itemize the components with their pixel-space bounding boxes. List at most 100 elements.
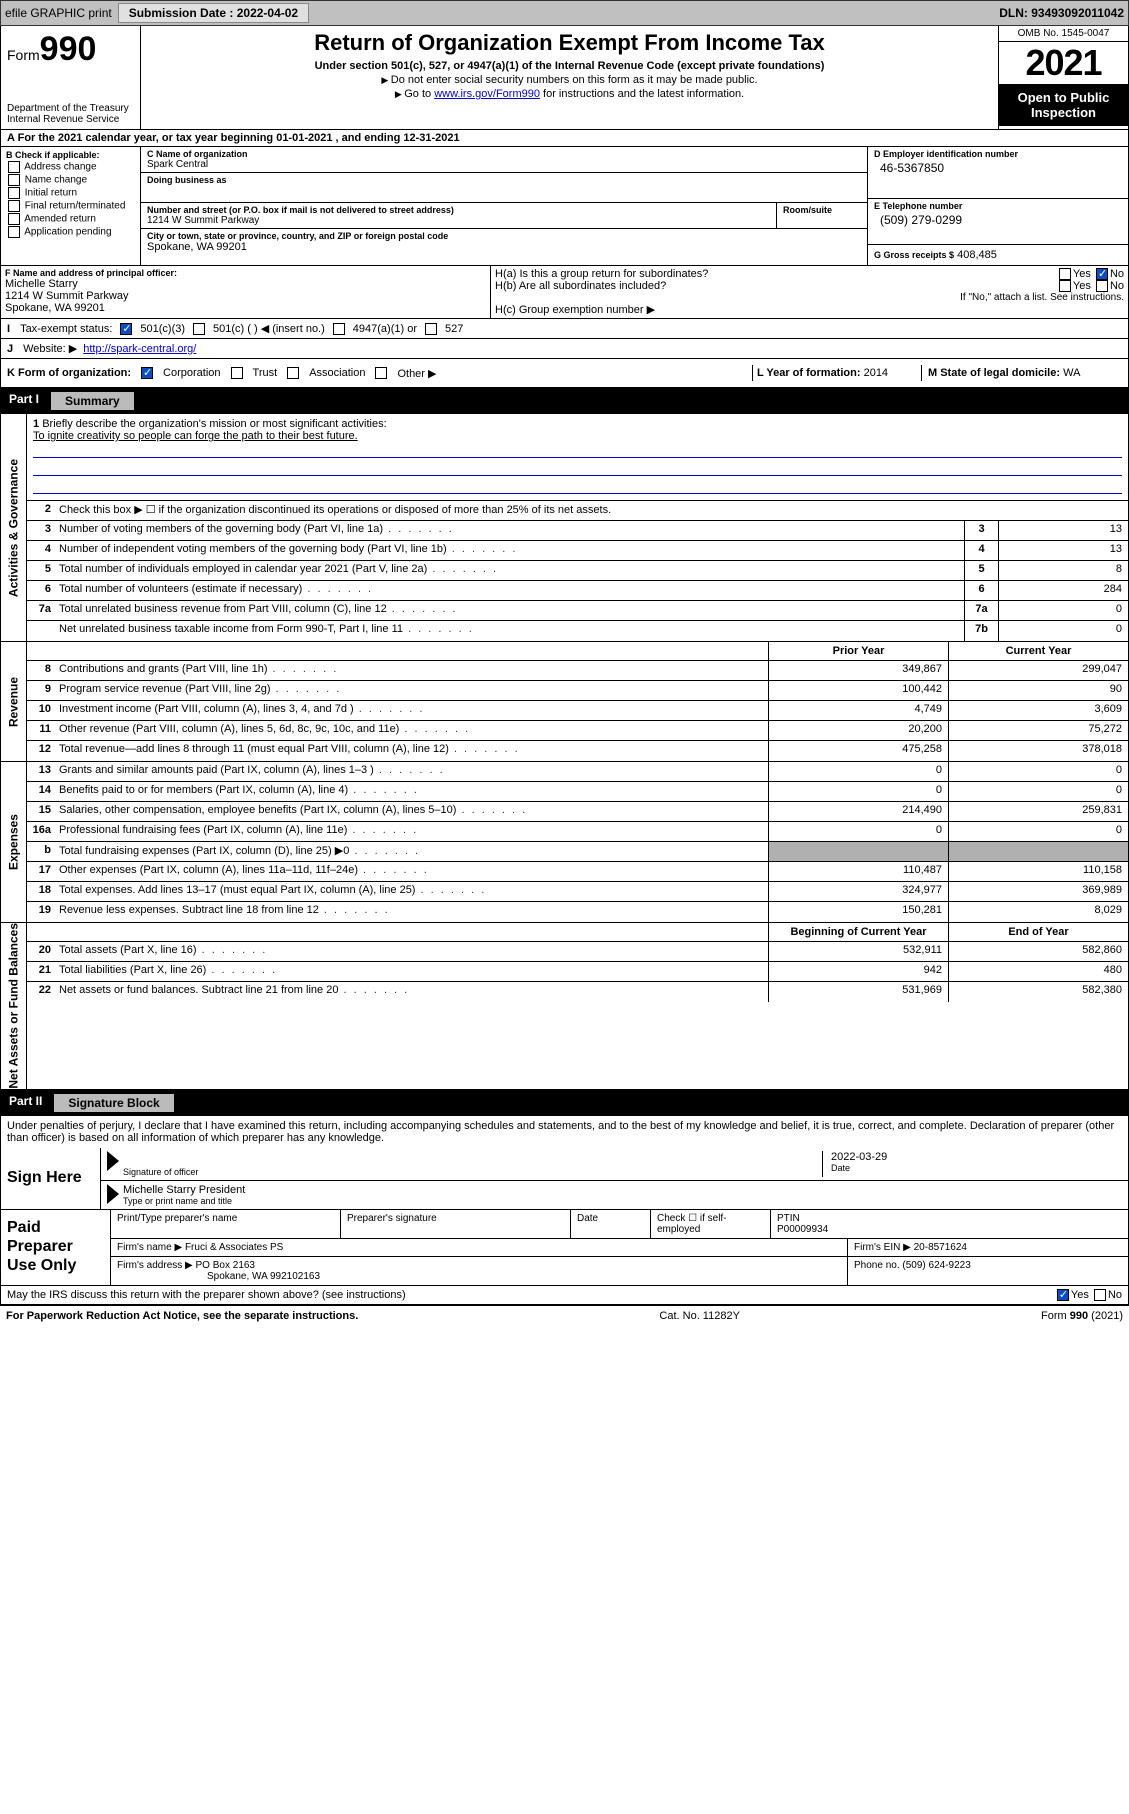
checkbox-name-change[interactable]: Name change [6, 174, 135, 186]
ptin-head: PTIN [777, 1213, 1122, 1224]
ha-no-checkbox[interactable] [1096, 268, 1108, 280]
ha-yes-checkbox[interactable] [1059, 268, 1071, 280]
net-vlabel: Net Assets or Fund Balances [7, 923, 21, 1089]
trust-checkbox[interactable] [231, 367, 243, 379]
gross-receipts-label: G Gross receipts $ [874, 250, 954, 260]
firm-addr2: Spokane, WA 992102163 [117, 1271, 841, 1282]
hc-label: H(c) Group exemption number ▶ [495, 303, 1124, 316]
form-ref: Form 990 (2021) [1041, 1310, 1123, 1322]
net-assets-section: Net Assets or Fund Balances Beginning of… [0, 923, 1129, 1090]
part2-header: Part II Signature Block [0, 1090, 1129, 1116]
governance-section: Activities & Governance 1 Briefly descri… [0, 414, 1129, 642]
end-year-head: End of Year [948, 923, 1128, 941]
pra-notice: For Paperwork Reduction Act Notice, see … [6, 1310, 358, 1322]
summary-row: 10Investment income (Part VIII, column (… [27, 701, 1128, 721]
firm-name-label: Firm's name ▶ [117, 1242, 182, 1253]
firm-addr-label: Firm's address ▶ [117, 1260, 193, 1271]
domicile-label: M State of legal domicile: [928, 367, 1060, 379]
checkbox-final-return[interactable]: Final return/terminated [6, 200, 135, 212]
sign-here-block: Sign Here Signature of officer 2022-03-2… [0, 1148, 1129, 1210]
goto-suffix: for instructions and the latest informat… [540, 88, 744, 100]
hb-no-checkbox[interactable] [1096, 280, 1108, 292]
begin-year-head: Beginning of Current Year [768, 923, 948, 941]
tax-exempt-row: I Tax-exempt status: 501(c)(3) 501(c) ( … [0, 319, 1129, 339]
summary-row: 3Number of voting members of the governi… [27, 521, 1128, 541]
prep-name-head: Print/Type preparer's name [111, 1210, 341, 1238]
part2-title: Signature Block [54, 1094, 173, 1112]
box-b-head: B Check if applicable: [6, 150, 135, 160]
website-row: J Website: ▶ http://spark-central.org/ [0, 339, 1129, 359]
ha-label: H(a) Is this a group return for subordin… [495, 268, 708, 280]
omb-number: OMB No. 1545-0047 [999, 26, 1128, 42]
form-number: 990 [40, 30, 97, 68]
dln-label: DLN: 93493092011042 [999, 6, 1124, 20]
expenses-section: Expenses 13Grants and similar amounts pa… [0, 762, 1129, 923]
penalties-text: Under penalties of perjury, I declare th… [0, 1116, 1129, 1148]
part1-label: Part I [9, 392, 39, 410]
prep-date-head: Date [571, 1210, 651, 1238]
gross-receipts-value: 408,485 [957, 249, 997, 261]
efile-label: efile GRAPHIC print [5, 6, 112, 20]
summary-row: 22Net assets or fund balances. Subtract … [27, 982, 1128, 1002]
checkbox-initial-return[interactable]: Initial return [6, 187, 135, 199]
discuss-yes-checkbox[interactable] [1057, 1289, 1069, 1301]
officer-head: F Name and address of principal officer: [5, 268, 486, 278]
ein-head: D Employer identification number [874, 149, 1122, 159]
501c3-checkbox[interactable] [120, 323, 132, 335]
4947-checkbox[interactable] [333, 323, 345, 335]
summary-row: Net unrelated business taxable income fr… [27, 621, 1128, 641]
hb-yes-checkbox[interactable] [1059, 280, 1071, 292]
summary-row: 17Other expenses (Part IX, column (A), l… [27, 862, 1128, 882]
checkbox-application-pending[interactable]: Application pending [6, 226, 135, 238]
sign-date-label: Date [831, 1163, 1122, 1173]
discuss-no-checkbox[interactable] [1094, 1289, 1106, 1301]
mission-text: To ignite creativity so people can forge… [33, 430, 1122, 442]
phone-value: (509) 279-0299 [874, 211, 1122, 229]
firm-ein-label: Firm's EIN ▶ [854, 1242, 911, 1253]
submission-date-button[interactable]: Submission Date : 2022-04-02 [118, 3, 309, 23]
summary-row: 14Benefits paid to or for members (Part … [27, 782, 1128, 802]
form-of-org-label: K Form of organization: [7, 367, 131, 379]
summary-row: 21Total liabilities (Part X, line 26)942… [27, 962, 1128, 982]
summary-row: 9Program service revenue (Part VIII, lin… [27, 681, 1128, 701]
org-name-head: C Name of organization [147, 149, 861, 159]
assoc-checkbox[interactable] [287, 367, 299, 379]
corp-checkbox[interactable] [141, 367, 153, 379]
website-label: Website: ▶ [23, 342, 77, 355]
year-formation-label: L Year of formation: [757, 367, 861, 379]
summary-row: 16aProfessional fundraising fees (Part I… [27, 822, 1128, 842]
klm-row: K Form of organization: Corporation Trus… [0, 359, 1129, 388]
summary-row: 5Total number of individuals employed in… [27, 561, 1128, 581]
open-to-public: Open to Public Inspection [999, 84, 1128, 126]
website-link[interactable]: http://spark-central.org/ [83, 343, 196, 355]
instructions-link[interactable]: www.irs.gov/Form990 [434, 88, 540, 100]
checkbox-address-change[interactable]: Address change [6, 161, 135, 173]
domicile-value: WA [1063, 367, 1080, 379]
print-name-label: Type or print name and title [123, 1196, 1122, 1206]
year-formation-value: 2014 [864, 367, 888, 379]
sig-of-officer-label: Signature of officer [123, 1167, 822, 1177]
irs-label: Internal Revenue Service [7, 114, 134, 125]
firm-name: Fruci & Associates PS [185, 1242, 283, 1253]
goto-prefix: Go to [404, 88, 434, 100]
top-bar: efile GRAPHIC print Submission Date : 20… [0, 0, 1129, 26]
firm-phone-label: Phone no. [854, 1260, 900, 1271]
summary-row: 20Total assets (Part X, line 16)532,9115… [27, 942, 1128, 962]
summary-row: 18Total expenses. Add lines 13–17 (must … [27, 882, 1128, 902]
sign-here-label: Sign Here [1, 1148, 101, 1209]
summary-row: 8Contributions and grants (Part VIII, li… [27, 661, 1128, 681]
dept-label: Department of the Treasury [7, 103, 134, 114]
summary-row: 13Grants and similar amounts paid (Part … [27, 762, 1128, 782]
part2-label: Part II [9, 1094, 42, 1112]
firm-phone: (509) 624-9223 [902, 1260, 970, 1271]
checkbox-amended-return[interactable]: Amended return [6, 213, 135, 225]
cat-number: Cat. No. 11282Y [659, 1310, 740, 1322]
street-address: 1214 W Summit Parkway [147, 215, 770, 226]
officer-name: Michelle Starry [5, 278, 486, 290]
501c-checkbox[interactable] [193, 323, 205, 335]
tax-year: 2021 [999, 42, 1128, 84]
other-checkbox[interactable] [375, 367, 387, 379]
527-checkbox[interactable] [425, 323, 437, 335]
summary-row: 7aTotal unrelated business revenue from … [27, 601, 1128, 621]
sign-date: 2022-03-29 [831, 1151, 1122, 1163]
